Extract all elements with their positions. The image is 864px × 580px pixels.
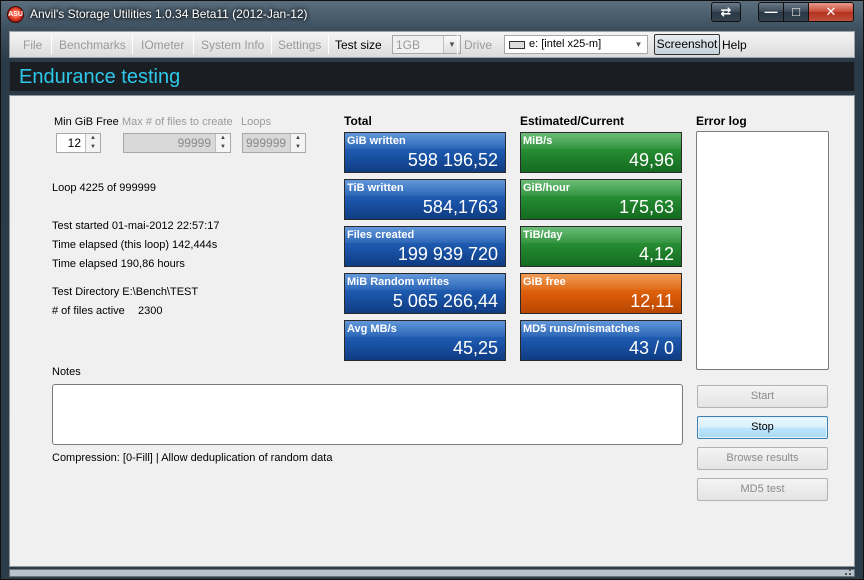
menu-benchmarks[interactable]: Benchmarks [59,38,126,52]
notes-label: Notes [52,366,81,378]
tile-value: 43 / 0 [628,338,674,358]
tile-tib-written: TiB written 584,1763 [344,179,506,220]
tile-label: TiB/day [523,229,563,241]
tile-value: 199 939 720 [397,244,498,264]
spin-arrows[interactable]: ▲ ▼ [215,134,230,152]
tile-label: TiB written [347,182,404,194]
max-files-label: Max # of files to create [122,116,233,128]
page-title: Endurance testing [19,66,181,88]
tile-label: MiB Random writes [347,276,450,288]
tile-label: MiB/s [523,135,553,147]
tile-gib-per-hour: GiB/hour 175,63 [520,179,682,220]
tile-gib-free: GiB free 12,11 [520,273,682,314]
files-active-value: 2300 [138,305,163,317]
error-log-box[interactable] [696,131,829,370]
loops-stepper[interactable]: 999999 ▲ ▼ [242,133,306,153]
min-free-label: Min GiB Free [54,116,119,128]
page-header: Endurance testing [9,61,855,92]
drive-select[interactable]: e: [intel x25-m] ▼ [504,35,648,54]
menu-separator [51,35,52,54]
test-size-value: 1GB [396,38,421,52]
tile-value: 598 196,52 [407,150,498,170]
loops-value: 999999 [246,136,287,150]
status-bar [9,569,855,577]
tile-label: GiB written [347,135,406,147]
estimated-heading: Estimated/Current [520,114,625,128]
elapsed-loop: Time elapsed (this loop) 142,444s [52,239,218,251]
tile-label: Avg MB/s [347,323,397,335]
tile-value: 12,11 [630,291,674,311]
tile-label: MD5 runs/mismatches [523,323,640,335]
loop-counter: Loop 4225 of 999999 [52,182,156,194]
md5-test-button[interactable]: MD5 test [697,478,828,501]
menu-settings[interactable]: Settings [278,38,322,52]
resize-grip-icon[interactable] [845,569,851,575]
menu-separator [457,35,458,54]
drive-label: Drive [464,38,493,52]
compression-info: Compression: [0-Fill] | Allow deduplicat… [52,452,333,464]
chevron-down-icon: ▼ [443,36,460,53]
start-button[interactable]: Start [697,385,828,408]
tile-value: 4,12 [638,244,674,264]
min-free-value: 12 [67,136,81,150]
max-files-stepper[interactable]: 99999 ▲ ▼ [123,133,231,153]
menu-separator [328,35,329,54]
tile-value: 584,1763 [422,197,498,217]
stop-button[interactable]: Stop [697,416,828,439]
tile-label: Files created [347,229,415,241]
maximize-button[interactable]: □ [783,2,809,22]
tile-label: GiB free [523,276,566,288]
tile-md5-runs: MD5 runs/mismatches 43 / 0 [520,320,682,361]
minimize-button[interactable]: — [758,2,784,22]
screenshot-button[interactable]: Screenshot [654,34,720,55]
min-free-stepper[interactable]: 12 ▲ ▼ [56,133,101,153]
tile-mib-per-s: MiB/s 49,96 [520,132,682,173]
notes-textarea[interactable] [52,384,683,445]
loops-label: Loops [241,116,271,128]
menu-separator [193,35,194,54]
browse-results-button[interactable]: Browse results [697,447,828,470]
app-logo-icon: ASU [7,6,24,23]
chevron-down-icon: ▼ [634,40,643,49]
spin-arrows[interactable]: ▲ ▼ [85,134,100,152]
tile-tib-per-day: TiB/day 4,12 [520,226,682,267]
drive-value: e: [intel x25-m] [529,38,602,50]
tile-gib-written: GiB written 598 196,52 [344,132,506,173]
tile-value: 45,25 [452,338,498,358]
test-started: Test started 01-mai-2012 22:57:17 [52,220,220,232]
menu-iometer[interactable]: IOmeter [141,38,185,52]
menu-separator [132,35,133,54]
swap-icon[interactable]: ⇄ [711,2,741,22]
tile-files-created: Files created 199 939 720 [344,226,506,267]
tile-value: 5 065 266,44 [392,291,498,311]
menu-system-info[interactable]: System Info [201,38,265,52]
title-bar[interactable]: ASU Anvil's Storage Utilities 1.0.34 Bet… [1,1,863,29]
total-heading: Total [344,114,372,128]
menu-help[interactable]: Help [722,38,747,52]
menu-separator [271,35,272,54]
files-active-label: # of files active [52,305,125,317]
elapsed-total: Time elapsed 190,86 hours [52,258,185,270]
tile-value: 175,63 [618,197,674,217]
close-button[interactable]: ✕ [808,2,854,22]
test-size-label: Test size [335,38,382,52]
tile-avg-mbs: Avg MB/s 45,25 [344,320,506,361]
tile-value: 49,96 [628,150,674,170]
test-directory: Test Directory E:\Bench\TEST [52,286,199,298]
drive-icon [509,41,525,49]
tile-label: GiB/hour [523,182,571,194]
menu-bar: File Benchmarks IOmeter System Info Sett… [9,31,855,58]
max-files-value: 99999 [177,136,211,150]
error-log-heading: Error log [696,114,747,128]
window-title: Anvil's Storage Utilities 1.0.34 Beta11 … [30,7,308,21]
main-panel: Min GiB Free Max # of files to create Lo… [9,95,855,567]
tile-random-writes: MiB Random writes 5 065 266,44 [344,273,506,314]
spin-arrows[interactable]: ▲ ▼ [290,134,305,152]
menu-file[interactable]: File [23,38,43,52]
test-size-select[interactable]: 1GB ▼ [392,35,461,54]
